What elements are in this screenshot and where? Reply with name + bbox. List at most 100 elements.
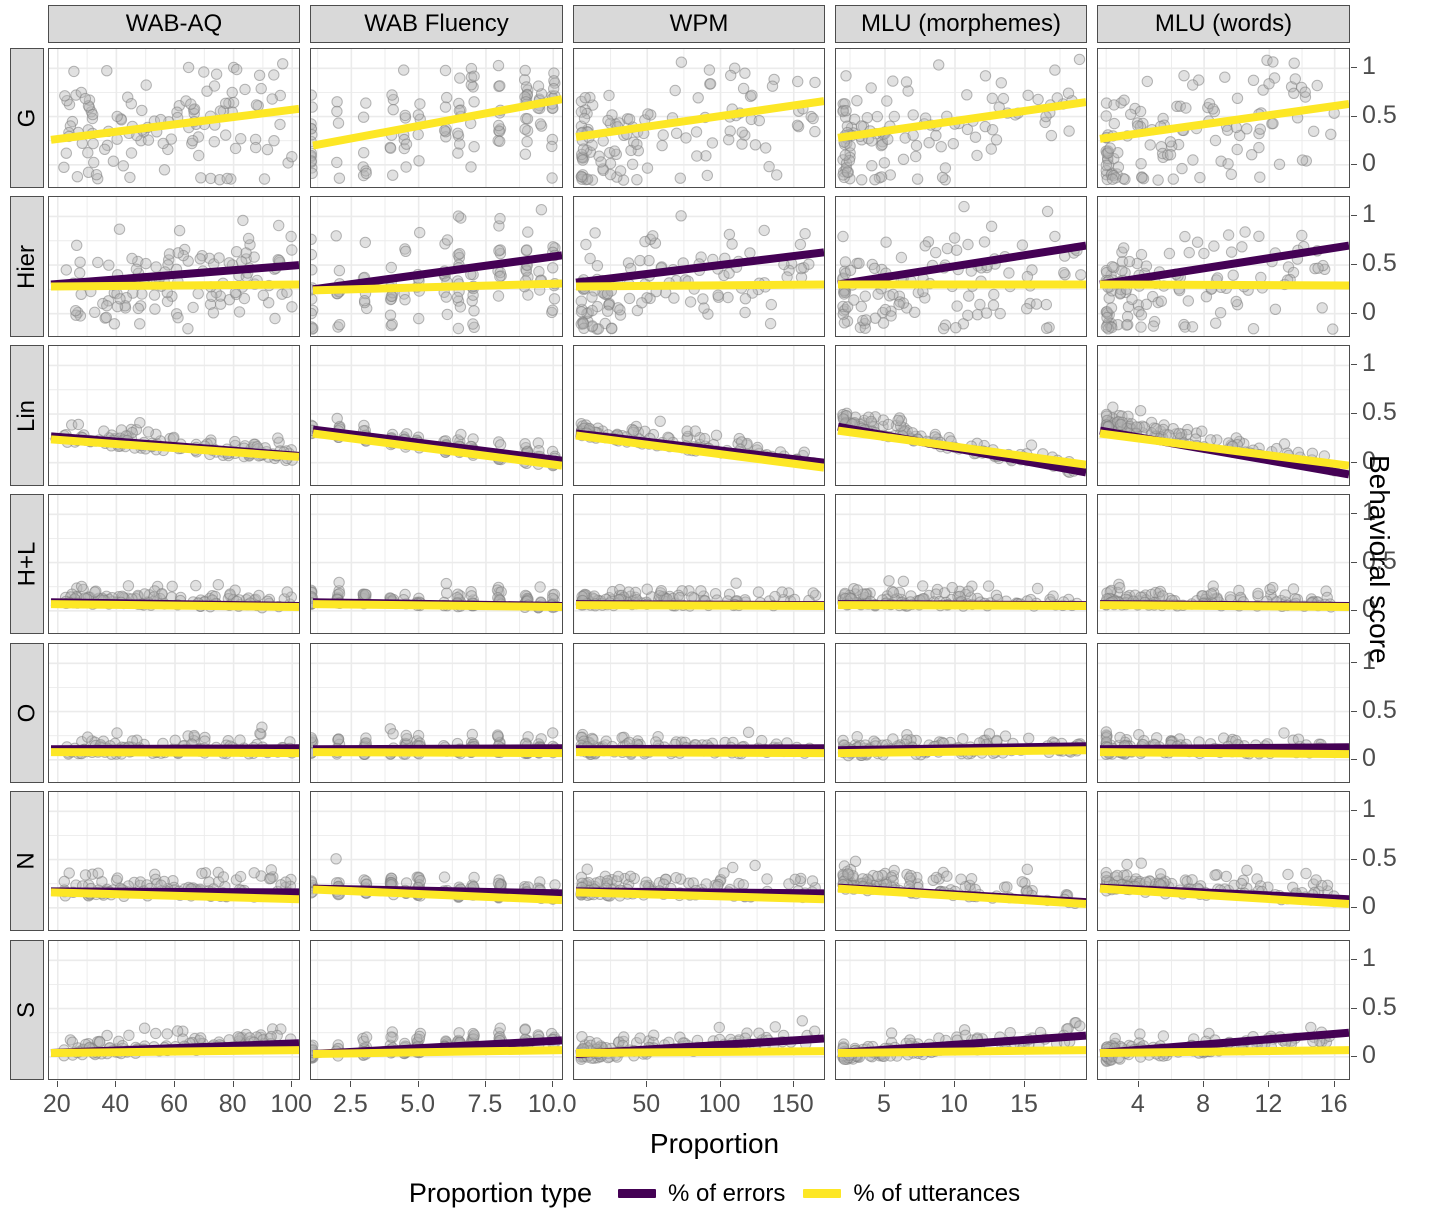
legend-item-label: % of errors [667,1179,786,1207]
x-tick-label: 50 [632,1090,661,1118]
x-tick-label: 10.0 [527,1090,577,1118]
panel-s-mlu-morphemes [835,940,1087,1080]
row-strip-o: O [10,643,44,783]
row-strip-n: N [10,791,44,931]
x-tick-label: 4 [1130,1090,1145,1118]
panel-s-wpm [573,940,825,1080]
x-tick-label: 16 [1319,1090,1348,1118]
panel-h-l-wpm [573,494,825,634]
y-tick-mark [1351,1056,1357,1057]
x-tick-label: 5.0 [400,1090,436,1118]
row-strip-g: G [10,48,44,188]
y-tick-label: 0 [1362,297,1376,326]
panel-g-wab-aq [48,48,300,188]
y-tick-mark [1351,364,1357,365]
x-tick-label: 2.5 [332,1090,368,1118]
y-tick-label: 0 [1362,1040,1376,1069]
panel-lin-wab-aq [48,345,300,486]
y-tick-label: 1 [1362,200,1376,229]
panel-lin-wab-fluency [310,345,563,486]
col-strip-label: WPM [669,10,729,37]
x-tick-label: 10 [940,1090,968,1118]
y-tick-label: 0.5 [1362,843,1397,872]
row-strip-label: Lin [13,399,40,432]
row-strip-h-l: H+L [10,494,44,634]
y-tick-label: 0 [1362,446,1376,475]
x-tick-label: 100 [270,1090,313,1118]
panel-o-wab-fluency [310,643,563,783]
y-tick-mark [1351,759,1357,760]
panel-hier-wab-aq [48,196,300,337]
legend-key-of-utterances [803,1189,842,1198]
y-tick-mark [1351,610,1357,611]
x-axis-title: Proportion [649,1128,780,1159]
col-strip-mlu-words: MLU (words) [1097,5,1350,43]
col-strip-label: MLU (words) [1154,10,1293,37]
panel-h-l-wab-aq [48,494,300,634]
col-strip-label: MLU (morphemes) [860,10,1062,37]
panel-o-mlu-morphemes [835,643,1087,783]
x-tick-label: 7.5 [467,1090,503,1118]
x-tick-mark [418,1081,419,1087]
x-tick-mark [552,1081,553,1087]
col-strip-label: WAB Fluency [364,10,509,37]
y-tick-label: 0.5 [1362,992,1397,1021]
row-strip-label: O [12,703,40,723]
y-tick-label: 1 [1362,349,1376,378]
x-tick-label: 20 [42,1090,71,1118]
x-tick-mark [350,1081,351,1087]
row-strip-lin: Lin [10,345,44,486]
panel-n-wpm [573,791,825,931]
panel-n-mlu-words [1097,791,1350,931]
panel-h-l-wab-fluency [310,494,563,634]
x-tick-mark [1268,1081,1269,1087]
legend-item-of-utterances[interactable]: % of utterances [803,1180,1020,1208]
panel-lin-mlu-morphemes [835,345,1087,486]
panel-n-wab-fluency [310,791,563,931]
y-tick-mark [1351,662,1357,663]
x-tick-mark [1138,1081,1139,1087]
y-tick-mark [1351,810,1357,811]
y-tick-label: 1 [1362,52,1376,81]
x-tick-label: 60 [160,1090,188,1118]
y-tick-mark [1351,67,1357,68]
y-tick-label: 0 [1362,743,1376,772]
panel-g-mlu-morphemes [835,48,1087,188]
y-tick-mark [1351,116,1357,117]
panel-s-wab-aq [48,940,300,1080]
legend-key-of-errors [617,1189,656,1198]
x-tick-mark [884,1081,885,1087]
y-tick-mark [1351,164,1357,165]
panel-hier-mlu-morphemes [835,196,1087,337]
row-strip-hier: Hier [10,196,44,337]
y-tick-label: 0 [1362,594,1376,623]
x-tick-mark [954,1081,955,1087]
panel-n-wab-aq [48,791,300,931]
panel-s-mlu-words [1097,940,1350,1080]
x-tick-mark [1024,1081,1025,1087]
y-tick-label: 0 [1362,891,1376,920]
panel-o-mlu-words [1097,643,1350,783]
y-tick-mark [1351,462,1357,463]
y-tick-mark [1351,907,1357,908]
panel-lin-mlu-words [1097,345,1350,486]
row-strip-label: G [12,108,40,128]
panel-hier-wab-fluency [310,196,563,337]
x-tick-label: 150 [771,1090,814,1118]
col-strip-wpm: WPM [573,5,825,43]
row-strip-label: S [12,1001,40,1019]
panel-hier-wpm [573,196,825,337]
panel-g-wab-fluency [310,48,563,188]
panel-o-wpm [573,643,825,783]
panel-h-l-mlu-morphemes [835,494,1087,634]
y-tick-label: 0.5 [1362,100,1397,129]
x-tick-mark [793,1081,794,1087]
row-strip-label: H+L [13,541,41,587]
y-tick-label: 0.5 [1362,249,1397,278]
x-tick-label: 12 [1254,1090,1283,1118]
panel-n-mlu-morphemes [835,791,1087,931]
y-tick-label: 1 [1362,795,1376,824]
legend-item-of-errors[interactable]: % of errors [617,1179,786,1208]
y-tick-mark [1351,513,1357,514]
